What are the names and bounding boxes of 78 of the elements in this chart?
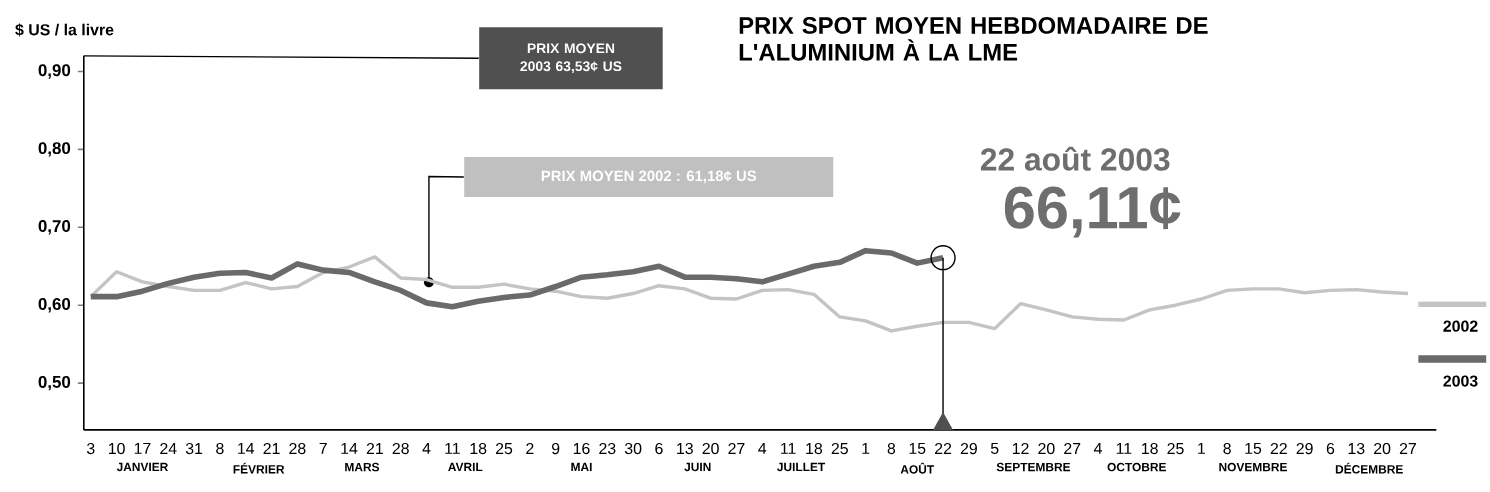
x-tick-label: 21 bbox=[366, 443, 383, 455]
text: AVRIL bbox=[448, 462, 483, 472]
line-series bbox=[89, 255, 1410, 333]
x-tick-label: 18 bbox=[806, 443, 823, 455]
x-tick-label: 25 bbox=[495, 443, 513, 455]
x-tick-label: 15 bbox=[909, 443, 926, 455]
x-tick-label: 6 bbox=[1326, 443, 1335, 455]
x-tick-label: 17 bbox=[134, 443, 151, 454]
text: JANVIER bbox=[116, 462, 169, 472]
x-tick-label: 5 bbox=[990, 443, 999, 455]
x-tick-label: 24 bbox=[160, 443, 177, 455]
x-tick-label: 27 bbox=[728, 443, 745, 455]
x-tick-label: 25 bbox=[1167, 443, 1184, 455]
x-tick-label: 22 bbox=[935, 443, 952, 455]
x-tick-label: 28 bbox=[289, 443, 306, 455]
text: FÉVRIER bbox=[233, 462, 285, 474]
x-tick-label: 4 bbox=[758, 443, 767, 454]
x-tick-label: 29 bbox=[1296, 443, 1313, 455]
x-tick-label: 21 bbox=[263, 443, 280, 455]
x-tick-label: 20 bbox=[702, 443, 719, 455]
x-tick-label: 7 bbox=[319, 443, 327, 454]
y-tick-label: 0,90 bbox=[38, 64, 71, 79]
x-tick-label: 29 bbox=[960, 443, 977, 455]
text: NOVEMBRE bbox=[1219, 462, 1287, 472]
x-tick-label: 28 bbox=[392, 443, 409, 455]
x-tick-label: 20 bbox=[1038, 443, 1055, 455]
x-tick-label: 11 bbox=[445, 443, 460, 454]
x-tick-label: 20 bbox=[1374, 443, 1391, 455]
x-tick-label: 18 bbox=[1142, 443, 1158, 455]
x-tick-label: 25 bbox=[831, 443, 848, 455]
x-tick-label: 23 bbox=[599, 443, 616, 455]
text: AOÛT bbox=[900, 462, 934, 474]
legend-label: 2003 bbox=[1443, 375, 1478, 387]
x-tick-label: 31 bbox=[185, 443, 203, 455]
x-tick-label: 27 bbox=[1064, 443, 1081, 455]
legend-label: 2002 bbox=[1443, 320, 1478, 332]
x-tick-label: 2 bbox=[526, 443, 534, 455]
chart-title: PRIX SPOT MOYEN HEBDOMADAIRE DE L'ALUMINIUM À LA LME bbox=[739, 17, 1208, 61]
x-tick-label: 15 bbox=[1245, 443, 1262, 455]
x-tick-label: 18 bbox=[470, 443, 487, 455]
x-tick-label: 10 bbox=[108, 443, 125, 455]
x-tick-label: 30 bbox=[624, 443, 642, 455]
y-axis-title: $ US / la livre bbox=[15, 23, 114, 37]
x-tick-label: 8 bbox=[887, 443, 896, 455]
y-tick-label: 0,60 bbox=[38, 298, 71, 313]
x-tick-label: 9 bbox=[551, 443, 560, 455]
x-tick-label: 1 bbox=[1198, 443, 1205, 454]
x-tick-label: 13 bbox=[677, 443, 693, 455]
x-tick-label: 8 bbox=[1223, 443, 1231, 455]
x-tick-label: 14 bbox=[341, 443, 358, 454]
x-tick-label: 14 bbox=[238, 443, 255, 454]
x-tick-label: 4 bbox=[1093, 443, 1102, 454]
y-tick-label: 0,70 bbox=[38, 220, 71, 235]
x-tick-label: 1 bbox=[862, 443, 870, 454]
annotation: 66,11¢ bbox=[1004, 186, 1181, 238]
text: MARS bbox=[345, 462, 380, 472]
x-tick-label: 11 bbox=[781, 443, 796, 454]
text: JUILLET bbox=[777, 462, 826, 472]
x-tick-label: 3 bbox=[86, 443, 95, 455]
text: SEPTEMBRE bbox=[996, 462, 1071, 472]
x-tick-label: 22 bbox=[1270, 443, 1287, 455]
y-tick-label: 0,50 bbox=[38, 376, 71, 391]
annotation: 22 août 2003 bbox=[980, 146, 1170, 171]
x-tick-label: 12 bbox=[1012, 443, 1029, 455]
x-tick-label: 13 bbox=[1348, 443, 1365, 455]
x-tick-label: 27 bbox=[1399, 443, 1416, 455]
y-tick-label: 0,80 bbox=[38, 142, 71, 157]
x-tick-label: 11 bbox=[1116, 443, 1132, 454]
text: JUIN bbox=[684, 462, 711, 472]
x-tick-label: 4 bbox=[422, 443, 431, 454]
text: MAI bbox=[571, 462, 592, 472]
x-tick-label: 6 bbox=[655, 443, 663, 455]
text: DÉCEMBRE bbox=[1335, 462, 1403, 474]
text: OCTOBRE bbox=[1107, 462, 1166, 472]
x-tick-label: 8 bbox=[216, 443, 224, 455]
x-tick-label: 16 bbox=[573, 443, 590, 455]
annotation: PRIX MOYEN 2003 63,53¢ US bbox=[520, 43, 622, 74]
annotation: PRIX MOYEN 2002 : 61,18¢ US bbox=[541, 170, 757, 184]
